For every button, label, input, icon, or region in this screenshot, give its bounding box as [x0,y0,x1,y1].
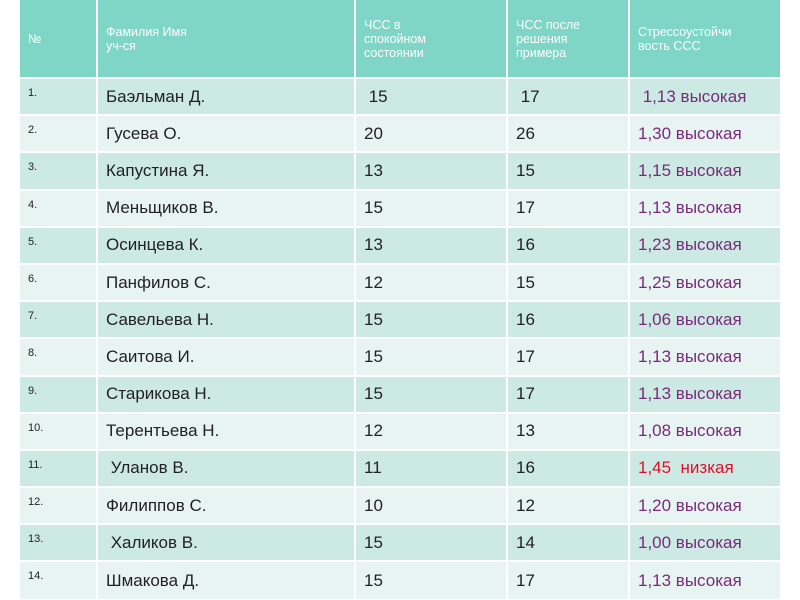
cell-number: 2. [20,115,98,153]
table-row: 9. Старикова Н. 15 17 1,13 высокая [20,375,780,413]
cell-heart-rate-rest: 15 [355,78,508,116]
cell-number: 11. [20,449,98,488]
cell-stress-result: 1,13 высокая [629,189,780,227]
cell-heart-rate-after: 14 [507,524,630,562]
cell-heart-rate-after: 12 [507,487,630,525]
cell-student-name: Халиков В. [97,524,356,562]
cell-number: 4. [20,189,98,227]
cell-number: 12. [20,487,98,525]
cell-student-name: Савельева Н. [97,301,356,339]
cell-stress-result: 1,13 высокая [629,78,780,116]
table-row: 5. Осинцева К. 13 16 1,23 высокая [20,226,780,264]
cell-heart-rate-rest: 15 [355,189,508,227]
header-stress-resistance: Стрессоустойчи вость ССС [629,0,780,78]
table-row: 2. Гусева О. 20 26 1,30 высокая [20,115,780,153]
cell-stress-result: 1,15 высокая [629,152,780,190]
cell-student-name: Саитова И. [97,338,356,376]
stress-resistance-table: № Фамилия Имя уч-ся ЧСС в спокойном сост… [20,0,780,599]
table-body: 1. Баэльман Д. 15 17 1,13 высокая 2. Гусева… [20,78,780,599]
cell-number: 14. [20,561,98,599]
cell-number: 8. [20,338,98,376]
cell-heart-rate-after: 16 [507,301,630,339]
cell-student-name: Осинцева К. [97,226,356,264]
cell-stress-result: 1,13 высокая [629,375,780,413]
table-row: 10. Терентьева Н. 12 13 1,08 высокая [20,412,780,450]
cell-heart-rate-rest: 11 [355,449,508,488]
cell-heart-rate-rest: 13 [355,152,508,190]
table-row: 6. Панфилов С. 12 15 1,25 высокая [20,263,780,302]
cell-number: 3. [20,152,98,190]
table-row: 7. Савельева Н. 15 16 1,06 высокая [20,301,780,339]
cell-heart-rate-rest: 15 [355,524,508,562]
cell-stress-result: 1,08 высокая [629,412,780,450]
cell-number: 1. [20,78,98,116]
cell-student-name: Баэльман Д. [97,78,356,116]
cell-student-name: Шмакова Д. [97,561,356,599]
cell-heart-rate-after: 17 [507,189,630,227]
header-heart-rate-rest: ЧСС в спокойном состоянии [355,0,508,78]
cell-heart-rate-after: 16 [507,449,630,488]
table-row: 1. Баэльман Д. 15 17 1,13 высокая [20,78,780,116]
cell-heart-rate-after: 17 [507,561,630,599]
table-row: 14. Шмакова Д. 15 17 1,13 высокая [20,561,780,599]
table-row: 4. Меньщиков В. 15 17 1,13 высокая [20,189,780,227]
cell-heart-rate-after: 15 [507,152,630,190]
cell-heart-rate-after: 26 [507,115,630,153]
cell-stress-result: 1,30 высокая [629,115,780,153]
table-row: 13. Халиков В. 15 14 1,00 высокая [20,524,780,562]
cell-student-name: Панфилов С. [97,263,356,302]
cell-number: 13. [20,524,98,562]
cell-stress-result: 1,13 высокая [629,338,780,376]
cell-heart-rate-rest: 10 [355,487,508,525]
header-number: № [20,0,98,78]
table-row: 12. Филиппов С. 10 12 1,20 высокая [20,487,780,525]
cell-number: 10. [20,412,98,450]
cell-number: 7. [20,301,98,339]
cell-heart-rate-rest: 20 [355,115,508,153]
cell-heart-rate-rest: 15 [355,301,508,339]
cell-stress-result: 1,06 высокая [629,301,780,339]
cell-student-name: Старикова Н. [97,375,356,413]
cell-heart-rate-rest: 15 [355,375,508,413]
cell-stress-result: 1,23 высокая [629,226,780,264]
cell-stress-result: 1,45 низкая [629,449,780,488]
header-row: № Фамилия Имя уч-ся ЧСС в спокойном сост… [20,0,780,78]
cell-heart-rate-rest: 12 [355,412,508,450]
cell-student-name: Филиппов С. [97,487,356,525]
cell-number: 6. [20,263,98,302]
cell-student-name: Гусева О. [97,115,356,153]
cell-heart-rate-rest: 15 [355,561,508,599]
cell-heart-rate-rest: 12 [355,263,508,302]
cell-stress-result: 1,25 высокая [629,263,780,302]
cell-heart-rate-rest: 15 [355,338,508,376]
cell-number: 9. [20,375,98,413]
cell-stress-result: 1,20 высокая [629,487,780,525]
cell-student-name: Капустина Я. [97,152,356,190]
cell-number: 5. [20,226,98,264]
cell-stress-result: 1,13 высокая [629,561,780,599]
table-row: 8. Саитова И. 15 17 1,13 высокая [20,338,780,376]
cell-student-name: Терентьева Н. [97,412,356,450]
cell-student-name: Меньщиков В. [97,189,356,227]
cell-heart-rate-after: 15 [507,263,630,302]
header-student-name: Фамилия Имя уч-ся [97,0,356,78]
header-heart-rate-after: ЧСС после решения примера [507,0,630,78]
cell-stress-result: 1,00 высокая [629,524,780,562]
cell-heart-rate-after: 16 [507,226,630,264]
cell-student-name: Уланов В. [97,449,356,488]
cell-heart-rate-after: 13 [507,412,630,450]
cell-heart-rate-after: 17 [507,338,630,376]
table-row: 11. Уланов В. 11 16 1,45 низкая [20,449,780,488]
table-header: № Фамилия Имя уч-ся ЧСС в спокойном сост… [20,0,780,78]
cell-heart-rate-rest: 13 [355,226,508,264]
cell-heart-rate-after: 17 [507,78,630,116]
cell-heart-rate-after: 17 [507,375,630,413]
table-row: 3. Капустина Я. 13 15 1,15 высокая [20,152,780,190]
